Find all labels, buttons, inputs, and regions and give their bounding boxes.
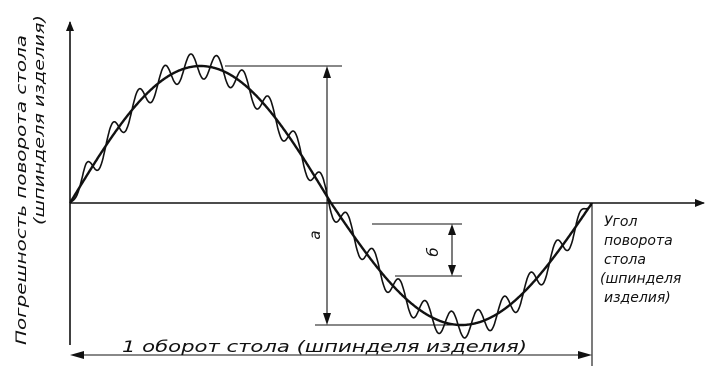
revolution-arrow-left [70, 351, 84, 359]
x-axis-label: Угол поворота стола (шпинделя изделия) [600, 214, 681, 306]
y-axis-label-line1: Погрешность поворота стола [14, 35, 30, 345]
bottom-label-mask [118, 340, 530, 354]
bottom-label: 1 оборот стола (шпинделя изделия) [122, 337, 527, 356]
b-arrow-bottom [448, 265, 456, 276]
x-axis-label-line4: (шпинделя [600, 271, 681, 287]
label-a: а [306, 230, 324, 239]
cyclic-error-curve [69, 53, 593, 339]
x-axis-label-line5: изделия) [604, 290, 671, 306]
fundamental-error-curve [68, 64, 593, 327]
a-arrow-bottom [323, 313, 331, 325]
a-arrow-top [323, 66, 331, 78]
x-axis-label-line2: поворота [604, 233, 673, 249]
y-axis-label-line2: (шпинделя изделия) [32, 15, 48, 225]
revolution-arrow-right [578, 351, 592, 359]
x-axis-label-line3: стола [604, 252, 646, 268]
label-b: б [424, 247, 442, 256]
x-axis-label-line1: Угол [604, 214, 637, 230]
b-arrow-top [448, 224, 456, 235]
